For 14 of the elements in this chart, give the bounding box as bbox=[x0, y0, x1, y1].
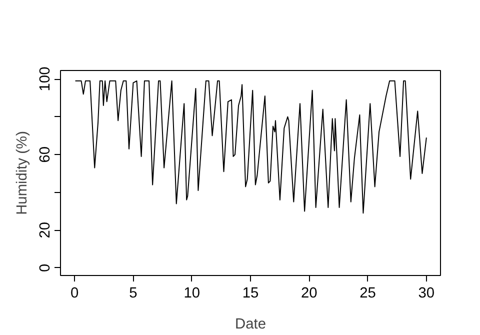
y-tick-label: 60 bbox=[38, 146, 54, 163]
x-tick-label: 25 bbox=[360, 286, 376, 302]
x-tick-label: 5 bbox=[129, 286, 138, 302]
y-axis-title: Humidity (%) bbox=[14, 131, 30, 215]
y-tick-label: 0 bbox=[38, 264, 54, 272]
x-tick-label: 15 bbox=[242, 286, 259, 302]
x-tick-label: 0 bbox=[70, 286, 79, 302]
x-axis-title: Date bbox=[235, 316, 266, 332]
line-series bbox=[74, 80, 427, 214]
x-tick-label: 10 bbox=[184, 286, 200, 302]
x-tick-label: 30 bbox=[418, 286, 435, 302]
x-tick-label: 20 bbox=[300, 286, 318, 302]
y-tick-label: 100 bbox=[38, 66, 54, 92]
y-tick-label: 20 bbox=[38, 222, 54, 238]
